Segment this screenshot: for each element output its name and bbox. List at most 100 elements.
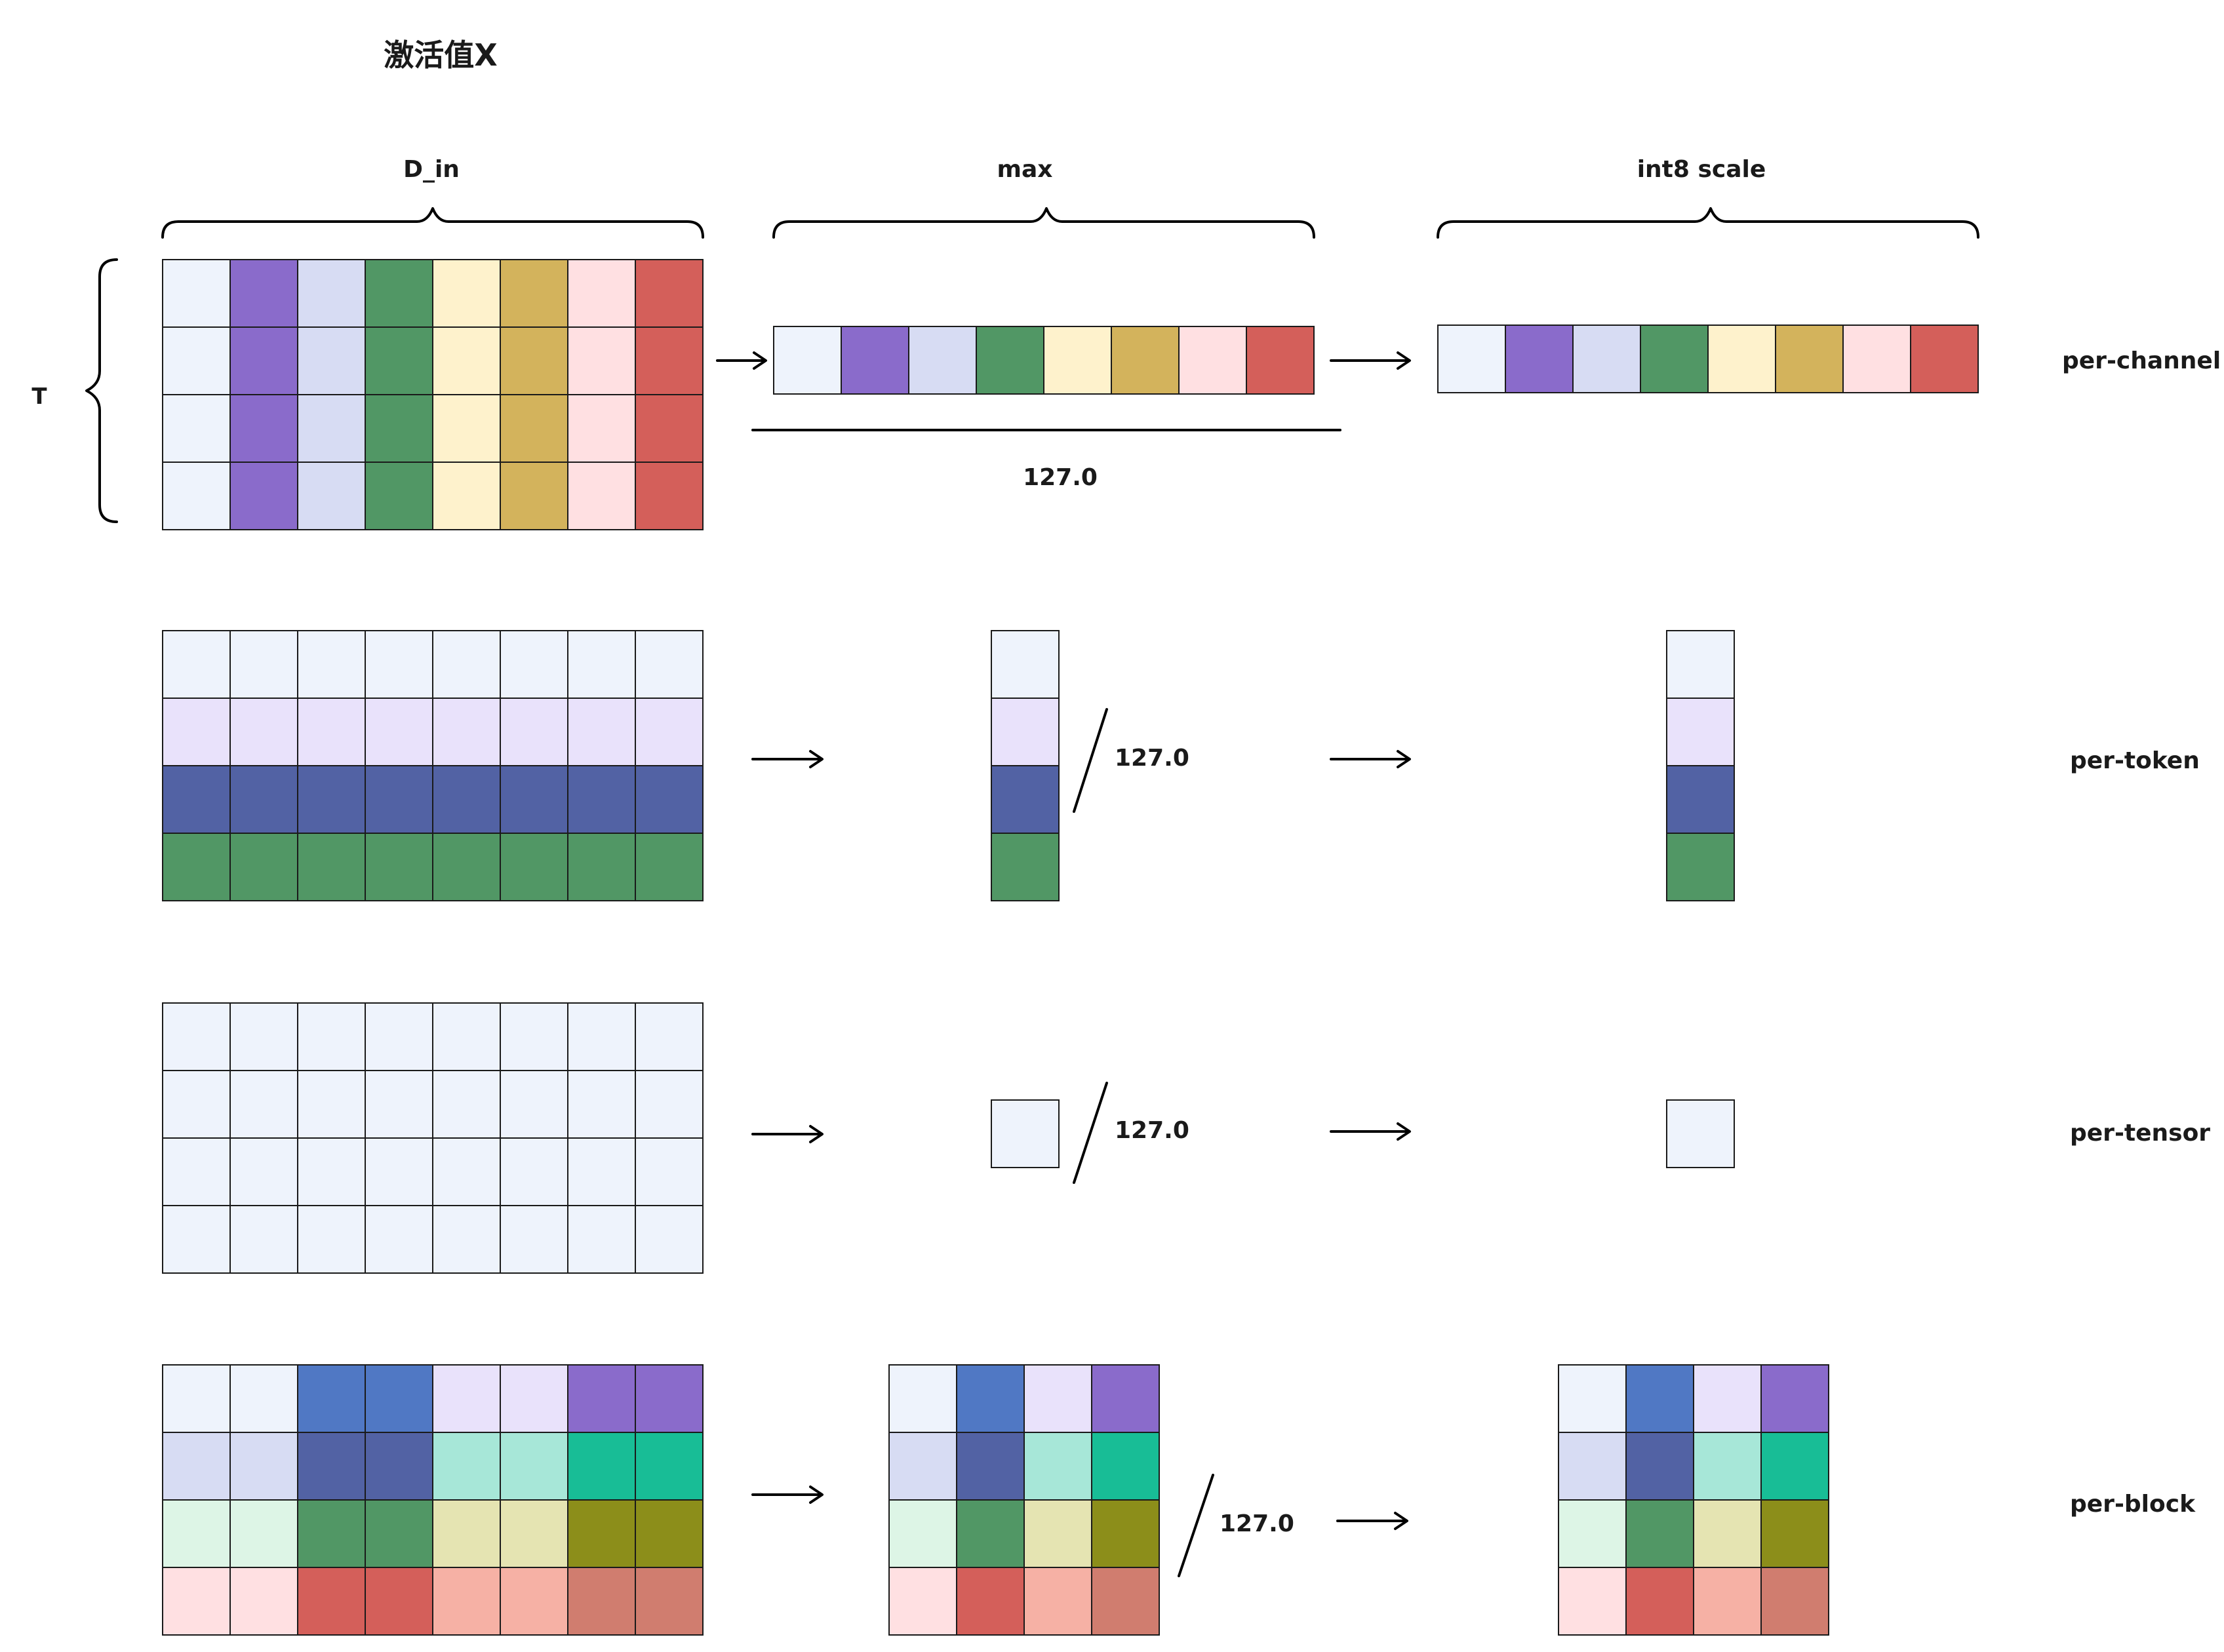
grid-cell xyxy=(635,630,704,699)
grid-cell xyxy=(1111,326,1180,395)
grid-cell xyxy=(229,833,298,901)
grid-cell xyxy=(1023,1567,1092,1636)
arrow xyxy=(751,750,824,768)
grid-cell xyxy=(365,630,433,699)
grid-cell xyxy=(365,462,433,530)
grid-cell xyxy=(1666,833,1735,901)
grid-cell xyxy=(1091,1499,1160,1568)
grid-cell xyxy=(1558,1567,1627,1636)
grid-cell xyxy=(1572,324,1641,393)
grid-cell xyxy=(1023,1364,1092,1433)
grid-cell xyxy=(1625,1567,1694,1636)
grid-cell xyxy=(162,1205,231,1274)
grid-cell xyxy=(1091,1432,1160,1501)
grid-cell xyxy=(635,833,704,901)
grid-cell xyxy=(432,462,501,530)
grid-cell xyxy=(162,1137,231,1206)
grid-cell xyxy=(162,1364,231,1433)
grid-cell xyxy=(297,698,366,766)
grid-cell xyxy=(567,1205,636,1274)
grid-cell xyxy=(635,326,704,395)
per-tensor-input-matrix xyxy=(162,1002,704,1274)
max-brace xyxy=(772,207,1315,239)
grid-cell xyxy=(1558,1432,1627,1501)
t-label: T xyxy=(31,384,47,410)
grid-cell xyxy=(297,833,366,901)
grid-cell xyxy=(635,1432,704,1501)
per-block-max-vector xyxy=(888,1364,1160,1636)
grid-cell xyxy=(297,1432,366,1501)
grid-cell xyxy=(162,1499,231,1568)
grid-cell xyxy=(500,630,568,699)
grid-cell xyxy=(500,1364,568,1433)
max-label: max xyxy=(997,156,1052,183)
grid-cell xyxy=(229,1364,298,1433)
grid-cell xyxy=(1023,1499,1092,1568)
per-block-input-matrix xyxy=(162,1364,704,1636)
grid-cell xyxy=(567,1002,636,1071)
grid-cell xyxy=(162,326,231,395)
divisor-label-per-channel: 127.0 xyxy=(1023,464,1098,491)
grid-cell xyxy=(297,394,366,463)
grid-cell xyxy=(500,765,568,834)
grid-cell xyxy=(297,1364,366,1433)
grid-cell xyxy=(229,1432,298,1501)
arrow xyxy=(1330,750,1411,768)
grid-cell xyxy=(888,1364,957,1433)
grid-cell xyxy=(229,326,298,395)
grid-cell xyxy=(1666,698,1735,766)
divide-slash xyxy=(1178,1474,1214,1577)
grid-cell xyxy=(500,259,568,328)
grid-cell xyxy=(567,1137,636,1206)
row-label-per-channel: per-channel xyxy=(2062,347,2221,374)
grid-cell xyxy=(162,765,231,834)
grid-cell xyxy=(1693,1364,1762,1433)
per-channel-scale-vector xyxy=(1437,324,1979,393)
grid-cell xyxy=(1666,1099,1735,1168)
grid-cell xyxy=(991,765,1060,834)
grid-cell xyxy=(229,1137,298,1206)
grid-cell xyxy=(432,259,501,328)
grid-cell xyxy=(991,1099,1060,1168)
grid-cell xyxy=(500,462,568,530)
grid-cell xyxy=(976,326,1044,395)
grid-cell xyxy=(432,630,501,699)
divisor-label-per-token: 127.0 xyxy=(1115,745,1189,772)
grid-cell xyxy=(635,765,704,834)
grid-cell xyxy=(365,326,433,395)
grid-cell xyxy=(1693,1432,1762,1501)
grid-cell xyxy=(365,394,433,463)
grid-cell xyxy=(635,1070,704,1139)
grid-cell xyxy=(365,1567,433,1636)
grid-cell xyxy=(297,1499,366,1568)
grid-cell xyxy=(567,1364,636,1433)
grid-cell xyxy=(432,394,501,463)
grid-cell xyxy=(1760,1499,1829,1568)
grid-cell xyxy=(297,1205,366,1274)
grid-cell xyxy=(567,1499,636,1568)
arrow xyxy=(1336,1512,1408,1530)
grid-cell xyxy=(432,1205,501,1274)
grid-cell xyxy=(1625,1432,1694,1501)
grid-cell xyxy=(365,259,433,328)
grid-cell xyxy=(297,259,366,328)
grid-cell xyxy=(229,765,298,834)
grid-layer xyxy=(162,259,1979,1636)
grid-cell xyxy=(500,1499,568,1568)
grid-cell xyxy=(365,698,433,766)
grid-cell xyxy=(635,1499,704,1568)
grid-cell xyxy=(162,259,231,328)
grid-cell xyxy=(956,1567,1025,1636)
grid-cell xyxy=(567,1070,636,1139)
grid-cell xyxy=(841,326,909,395)
int8-scale-label: int8 scale xyxy=(1637,156,1766,183)
grid-cell xyxy=(635,1002,704,1071)
grid-cell xyxy=(432,1567,501,1636)
d-in-brace xyxy=(161,207,704,239)
grid-cell xyxy=(432,833,501,901)
grid-cell xyxy=(162,462,231,530)
divide-slash xyxy=(1073,708,1108,813)
grid-cell xyxy=(500,1002,568,1071)
grid-cell xyxy=(500,326,568,395)
grid-cell xyxy=(229,394,298,463)
